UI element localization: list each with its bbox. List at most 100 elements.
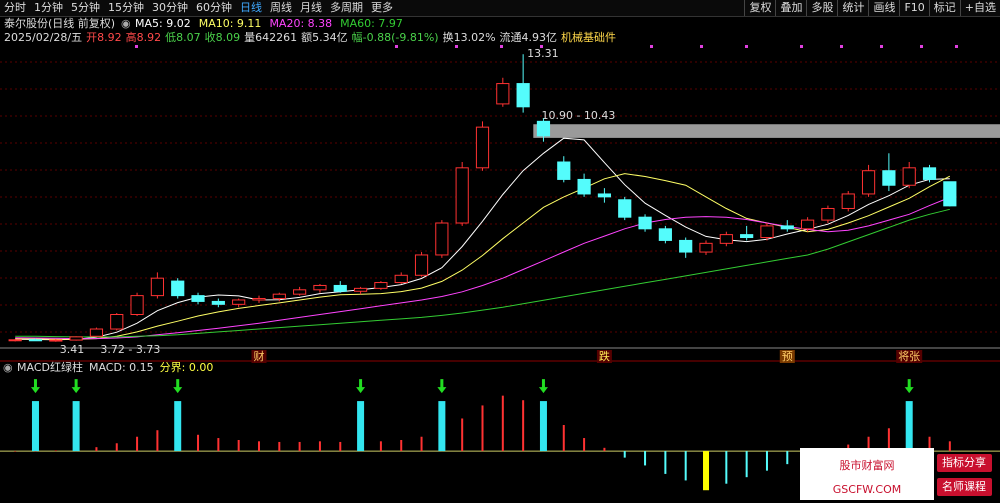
- signal-arrow: [173, 379, 183, 394]
- macd-bar: [156, 430, 159, 452]
- period-tab[interactable]: 1分钟: [34, 1, 63, 14]
- quote-info: 流通4.93亿: [500, 30, 558, 44]
- candle-body: [658, 228, 672, 241]
- candle-body: [577, 178, 591, 195]
- signal-bar: [438, 401, 446, 452]
- info-dot: [650, 45, 653, 48]
- period-tab[interactable]: 15分钟: [108, 1, 144, 14]
- macd-bar: [54, 450, 57, 452]
- macd-bar: [603, 447, 606, 452]
- candle-body: [414, 254, 429, 276]
- period-tab[interactable]: 5分钟: [71, 1, 100, 14]
- candle-body: [699, 242, 713, 253]
- macd-bar: [847, 444, 850, 452]
- candle-body: [293, 289, 307, 295]
- macd-bar: [95, 447, 98, 452]
- info-dot: [135, 45, 138, 48]
- candle-body: [211, 300, 225, 305]
- macd-bar: [400, 440, 403, 452]
- period-tab[interactable]: 60分钟: [196, 1, 232, 14]
- ma-line: [15, 137, 950, 341]
- tool-button[interactable]: 复权: [744, 0, 775, 16]
- period-tab[interactable]: 日线: [240, 1, 262, 14]
- ma-line: [15, 173, 951, 340]
- price-band: [533, 124, 1000, 138]
- candle-body: [232, 299, 246, 305]
- macd-bar: [136, 436, 139, 452]
- price-annotation: 13.31: [527, 47, 559, 60]
- candle-body: [882, 170, 896, 186]
- tool-button[interactable]: 画线: [868, 0, 899, 16]
- signal-arrow: [30, 379, 40, 394]
- tool-button[interactable]: 叠加: [775, 0, 806, 16]
- tool-button[interactable]: 多股: [806, 0, 837, 16]
- info-dot: [955, 45, 958, 48]
- period-tab[interactable]: 月线: [300, 1, 322, 14]
- ma-toggle: ◉: [121, 17, 131, 30]
- tool-button[interactable]: F10: [899, 0, 928, 16]
- signal-bar: [357, 401, 365, 452]
- quote-info: 2025/02/28/五: [4, 31, 82, 44]
- candle-body: [191, 295, 205, 302]
- signal-bar: [31, 401, 39, 452]
- candle-body: [740, 234, 754, 239]
- tool-button[interactable]: +自选: [959, 0, 1000, 16]
- candle-body: [719, 234, 733, 244]
- candle-body: [110, 314, 124, 330]
- candle-body: [374, 282, 388, 289]
- candle-body: [435, 222, 449, 256]
- info-dot: [920, 45, 923, 48]
- ma-label: MA20: 8.38: [269, 17, 332, 30]
- candle-body: [252, 298, 266, 301]
- candle-body: [536, 120, 551, 137]
- macd-bar: [420, 436, 423, 452]
- macd-bar: [583, 438, 586, 452]
- price-annotation: 3.41: [60, 343, 84, 356]
- period-tab[interactable]: 周线: [270, 1, 292, 14]
- macd-bar: [867, 436, 870, 452]
- candle-body: [557, 161, 571, 180]
- info-dot: [800, 45, 803, 48]
- macd-bar: [217, 438, 220, 452]
- candle-body: [618, 199, 632, 218]
- watermark-tag: 名师课程: [942, 479, 986, 493]
- info-dot: [500, 45, 503, 48]
- candle-body: [353, 287, 368, 292]
- event-marker: [779, 350, 795, 363]
- quote-info: 机械基础件: [561, 30, 616, 44]
- info-dot: [540, 45, 543, 48]
- tool-buttons: 复权 叠加 多股 统计 画线 F10 标记 +自选: [744, 0, 1000, 16]
- macd-bar: [644, 451, 647, 466]
- signal-bar: [539, 401, 547, 452]
- candle-body: [89, 328, 104, 337]
- panel-label: MACD: 0.15: [89, 361, 154, 374]
- period-tab[interactable]: 分时: [4, 1, 26, 14]
- candle-body: [272, 293, 286, 300]
- band-label: 10.90 - 10.43: [541, 109, 615, 122]
- period-tab[interactable]: 多周期: [330, 1, 363, 14]
- price-annotation: 3.72 - 3.73: [100, 343, 160, 356]
- quote-info: 开8.92: [86, 31, 122, 44]
- candle-body: [150, 277, 164, 297]
- period-tabs: 分时 1分钟 5分钟 15分钟 30分钟 60分钟 日线 周线 月线 多周期 更多: [0, 0, 397, 16]
- info-dot: [395, 45, 398, 48]
- period-tab[interactable]: 更多: [371, 1, 393, 14]
- period-tab[interactable]: 30分钟: [152, 1, 188, 14]
- candle-body: [638, 216, 652, 230]
- event-marker: [896, 350, 923, 363]
- ma-label: MA5: 9.02: [135, 17, 191, 30]
- signal-arrow: [437, 379, 447, 394]
- event-label: 将张: [898, 350, 920, 363]
- signal-arrow: [356, 379, 366, 394]
- macd-bar: [887, 428, 890, 452]
- macd-bar: [237, 440, 240, 452]
- panel-title: MACD红绿柱: [17, 360, 83, 374]
- macd-bar: [786, 451, 789, 465]
- macd-bar: [278, 441, 281, 452]
- candle-body: [760, 225, 774, 239]
- tool-button[interactable]: 标记: [928, 0, 960, 16]
- candle-body: [130, 295, 144, 316]
- tool-button[interactable]: 统计: [837, 0, 868, 16]
- candle-body: [780, 225, 794, 230]
